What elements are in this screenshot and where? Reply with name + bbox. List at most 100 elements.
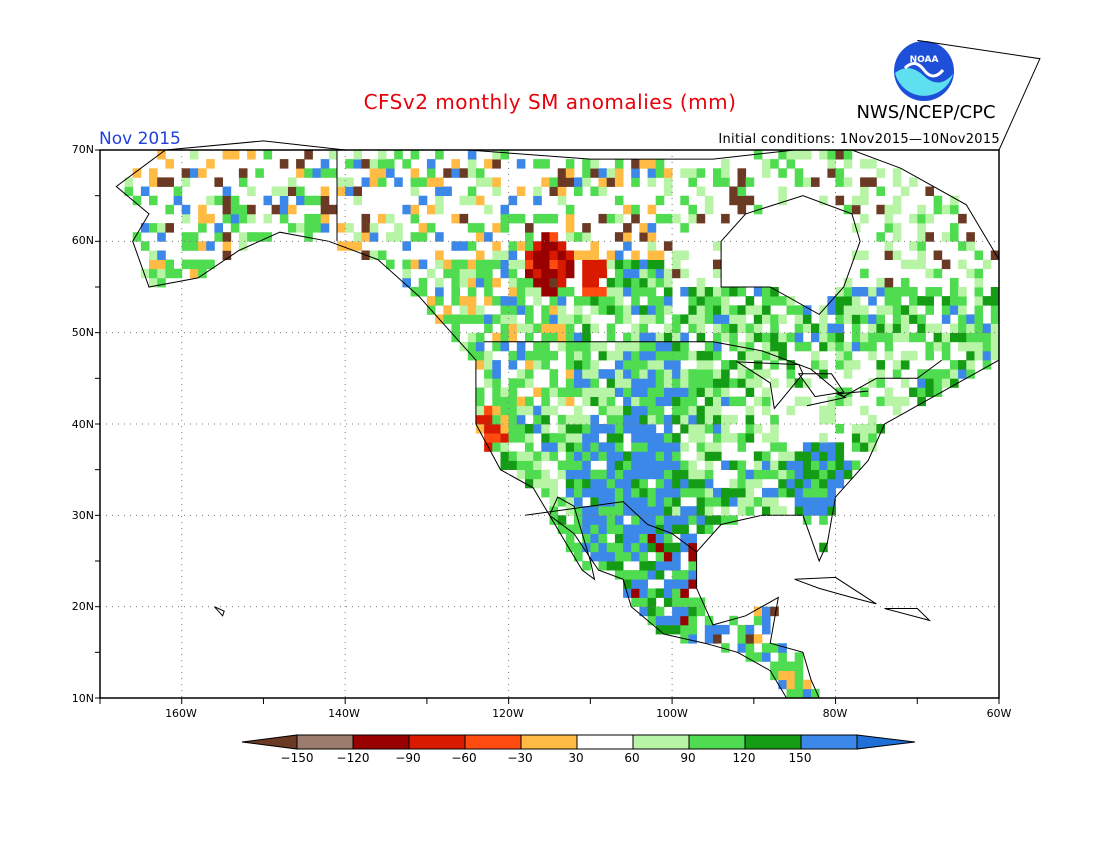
anomaly-cell	[778, 168, 787, 178]
anomaly-cell	[672, 497, 681, 507]
anomaly-cell	[549, 369, 559, 379]
anomaly-cell	[614, 369, 624, 379]
anomaly-cell	[663, 350, 673, 361]
anomaly-cell	[582, 323, 591, 333]
anomaly-cell	[868, 296, 877, 306]
anomaly-cell	[206, 159, 215, 169]
anomaly-cell	[647, 451, 657, 461]
anomaly-cell	[614, 424, 624, 434]
anomaly-cell	[753, 460, 763, 470]
anomaly-cell	[639, 414, 648, 425]
anomaly-cell	[124, 186, 134, 196]
anomaly-cell	[647, 332, 657, 343]
anomaly-cell	[794, 506, 804, 516]
anomaly-cell	[631, 396, 640, 407]
anomaly-cell	[696, 442, 706, 452]
anomaly-cell	[884, 341, 894, 352]
anomaly-cell	[541, 350, 550, 361]
lon-label-100w: 100W	[656, 707, 688, 720]
anomaly-cell	[475, 414, 485, 425]
anomaly-cell	[778, 186, 787, 196]
anomaly-cell	[827, 497, 836, 507]
anomaly-cell	[590, 268, 599, 279]
anomaly-cell	[917, 396, 926, 407]
anomaly-cell	[623, 305, 632, 315]
anomaly-cell	[484, 277, 493, 288]
anomaly-cell	[762, 643, 771, 653]
anomaly-cell	[639, 433, 648, 443]
anomaly-cell	[214, 195, 223, 206]
anomaly-cell	[843, 396, 853, 407]
anomaly-cell	[631, 332, 640, 343]
anomaly-cell	[753, 314, 763, 324]
anomaly-cell	[467, 223, 477, 233]
anomaly-cell	[598, 396, 608, 407]
anomaly-cell	[672, 259, 681, 270]
anomaly-cell	[565, 533, 575, 544]
anomaly-cell	[663, 360, 673, 370]
anomaly-cell	[516, 186, 526, 196]
anomaly-cell	[165, 177, 174, 187]
anomaly-cell	[304, 195, 313, 206]
anomaly-cell	[402, 268, 411, 279]
anomaly-cell	[892, 360, 902, 370]
anomaly-cell	[802, 469, 812, 480]
anomaly-cell	[843, 341, 853, 352]
anomaly-cell	[655, 405, 665, 416]
anomaly-cell	[827, 396, 836, 407]
anomaly-cell	[606, 442, 616, 452]
anomaly-cell	[565, 369, 575, 379]
anomaly-cell	[492, 360, 501, 370]
anomaly-cell	[680, 606, 689, 617]
anomaly-cell	[443, 268, 452, 279]
anomaly-cell	[655, 624, 665, 635]
anomaly-cell	[819, 414, 828, 425]
anomaly-cell	[900, 396, 910, 407]
anomaly-cell	[770, 670, 779, 681]
anomaly-cell	[688, 533, 697, 544]
anomaly-cell	[680, 588, 689, 598]
anomaly-cell	[533, 241, 542, 251]
anomaly-cell	[565, 442, 575, 452]
anomaly-cell	[917, 296, 926, 306]
anomaly-cell	[467, 241, 477, 251]
anomaly-cell	[222, 250, 232, 260]
anomaly-cell	[541, 177, 550, 187]
anomaly-cell	[696, 186, 706, 196]
anomaly-cell	[255, 232, 264, 242]
anomaly-cell	[745, 478, 755, 489]
anomaly-cell	[655, 606, 665, 617]
anomaly-cell	[933, 287, 943, 297]
anomaly-cell	[557, 323, 567, 333]
anomaly-cell	[713, 487, 722, 498]
anomaly-cell	[279, 204, 289, 215]
anomaly-cell	[762, 487, 771, 498]
anomaly-cell	[745, 652, 755, 662]
anomaly-cell	[623, 414, 632, 425]
anomaly-cell	[516, 396, 526, 407]
anomaly-cell	[647, 341, 657, 352]
anomaly-cell	[762, 287, 771, 297]
anomaly-cell	[492, 424, 501, 434]
anomaly-cell	[565, 497, 575, 507]
anomaly-cell	[672, 350, 681, 361]
anomaly-cell	[655, 369, 665, 379]
anomaly-cell	[819, 451, 828, 461]
anomaly-cell	[860, 424, 869, 434]
anomaly-cell	[598, 213, 608, 224]
anomaly-cell	[737, 369, 747, 379]
anomaly-cell	[786, 661, 796, 671]
anomaly-cell	[884, 287, 894, 297]
anomaly-cell	[655, 478, 665, 489]
anomaly-cell	[729, 195, 738, 206]
anomaly-cell	[990, 250, 1000, 260]
anomaly-cell	[582, 369, 591, 379]
anomaly-cell	[819, 442, 828, 452]
anomaly-cell	[663, 478, 673, 489]
anomaly-cell	[418, 277, 428, 288]
anomaly-cell	[574, 433, 583, 443]
anomaly-cell	[884, 387, 894, 397]
anomaly-cell	[614, 305, 624, 315]
anomaly-cell	[475, 232, 485, 242]
anomaly-cell	[811, 469, 820, 480]
